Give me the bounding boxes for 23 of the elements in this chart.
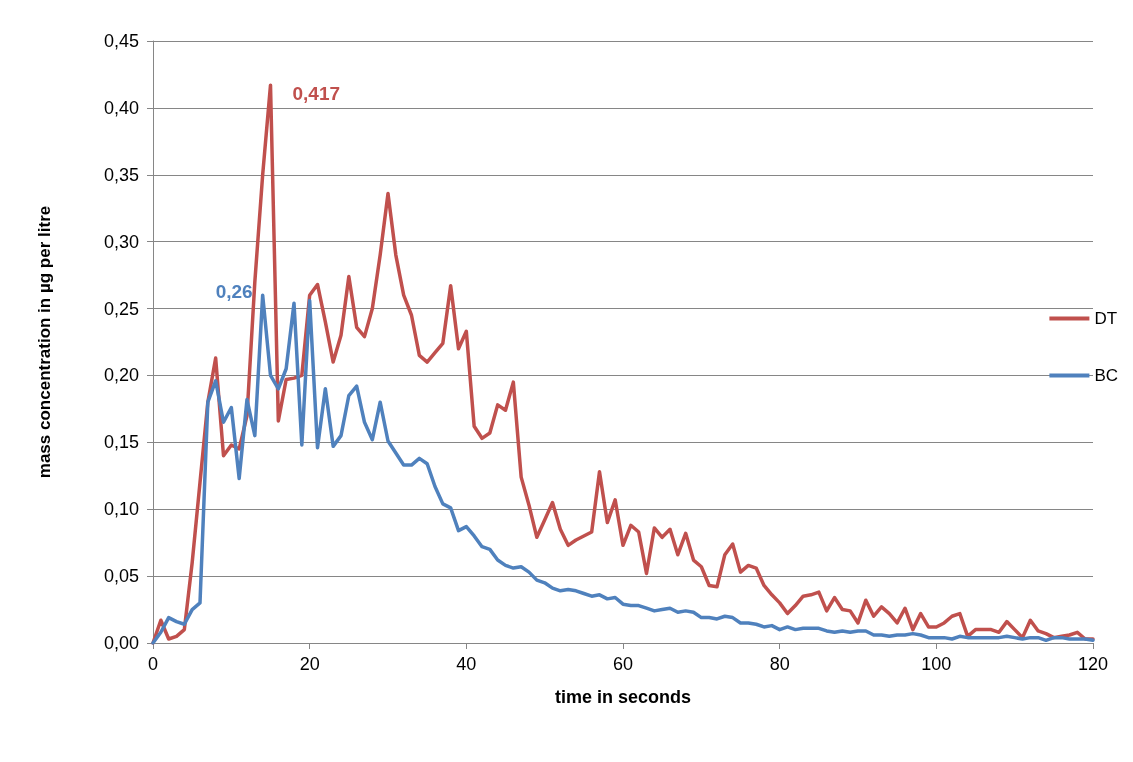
annotation: 0,26 <box>215 281 253 303</box>
y-tick-label: 0,35 <box>103 164 139 185</box>
x-tick-label: 20 <box>299 654 320 674</box>
y-tick-label: 0,00 <box>103 633 139 653</box>
x-tick-label: 120 <box>1077 654 1109 674</box>
x-tick-label: 60 <box>612 654 634 674</box>
y-tick-label: 0,30 <box>103 231 139 252</box>
y-tick-label: 0,40 <box>103 97 139 118</box>
y-tick-label: 0,20 <box>103 365 139 386</box>
legend-label: DT <box>1094 309 1118 328</box>
y-tick-label: 0,10 <box>103 499 139 520</box>
x-tick-label: 100 <box>921 654 952 674</box>
annotation: 0,417 <box>292 83 341 105</box>
x-axis-title: time in seconds <box>554 687 692 707</box>
y-tick-label: 0,45 <box>103 31 139 51</box>
y-tick-label: 0,25 <box>103 298 139 319</box>
y-tick-label: 0,05 <box>103 566 139 587</box>
x-tick-label: 80 <box>769 654 790 674</box>
y-axis-title: mass concentration in µg per litre <box>35 205 54 479</box>
x-tick-label: 40 <box>456 654 477 674</box>
x-tick-label: 0 <box>147 654 159 674</box>
legend-label: BC <box>1094 366 1119 385</box>
y-tick-label: 0,15 <box>103 432 139 453</box>
